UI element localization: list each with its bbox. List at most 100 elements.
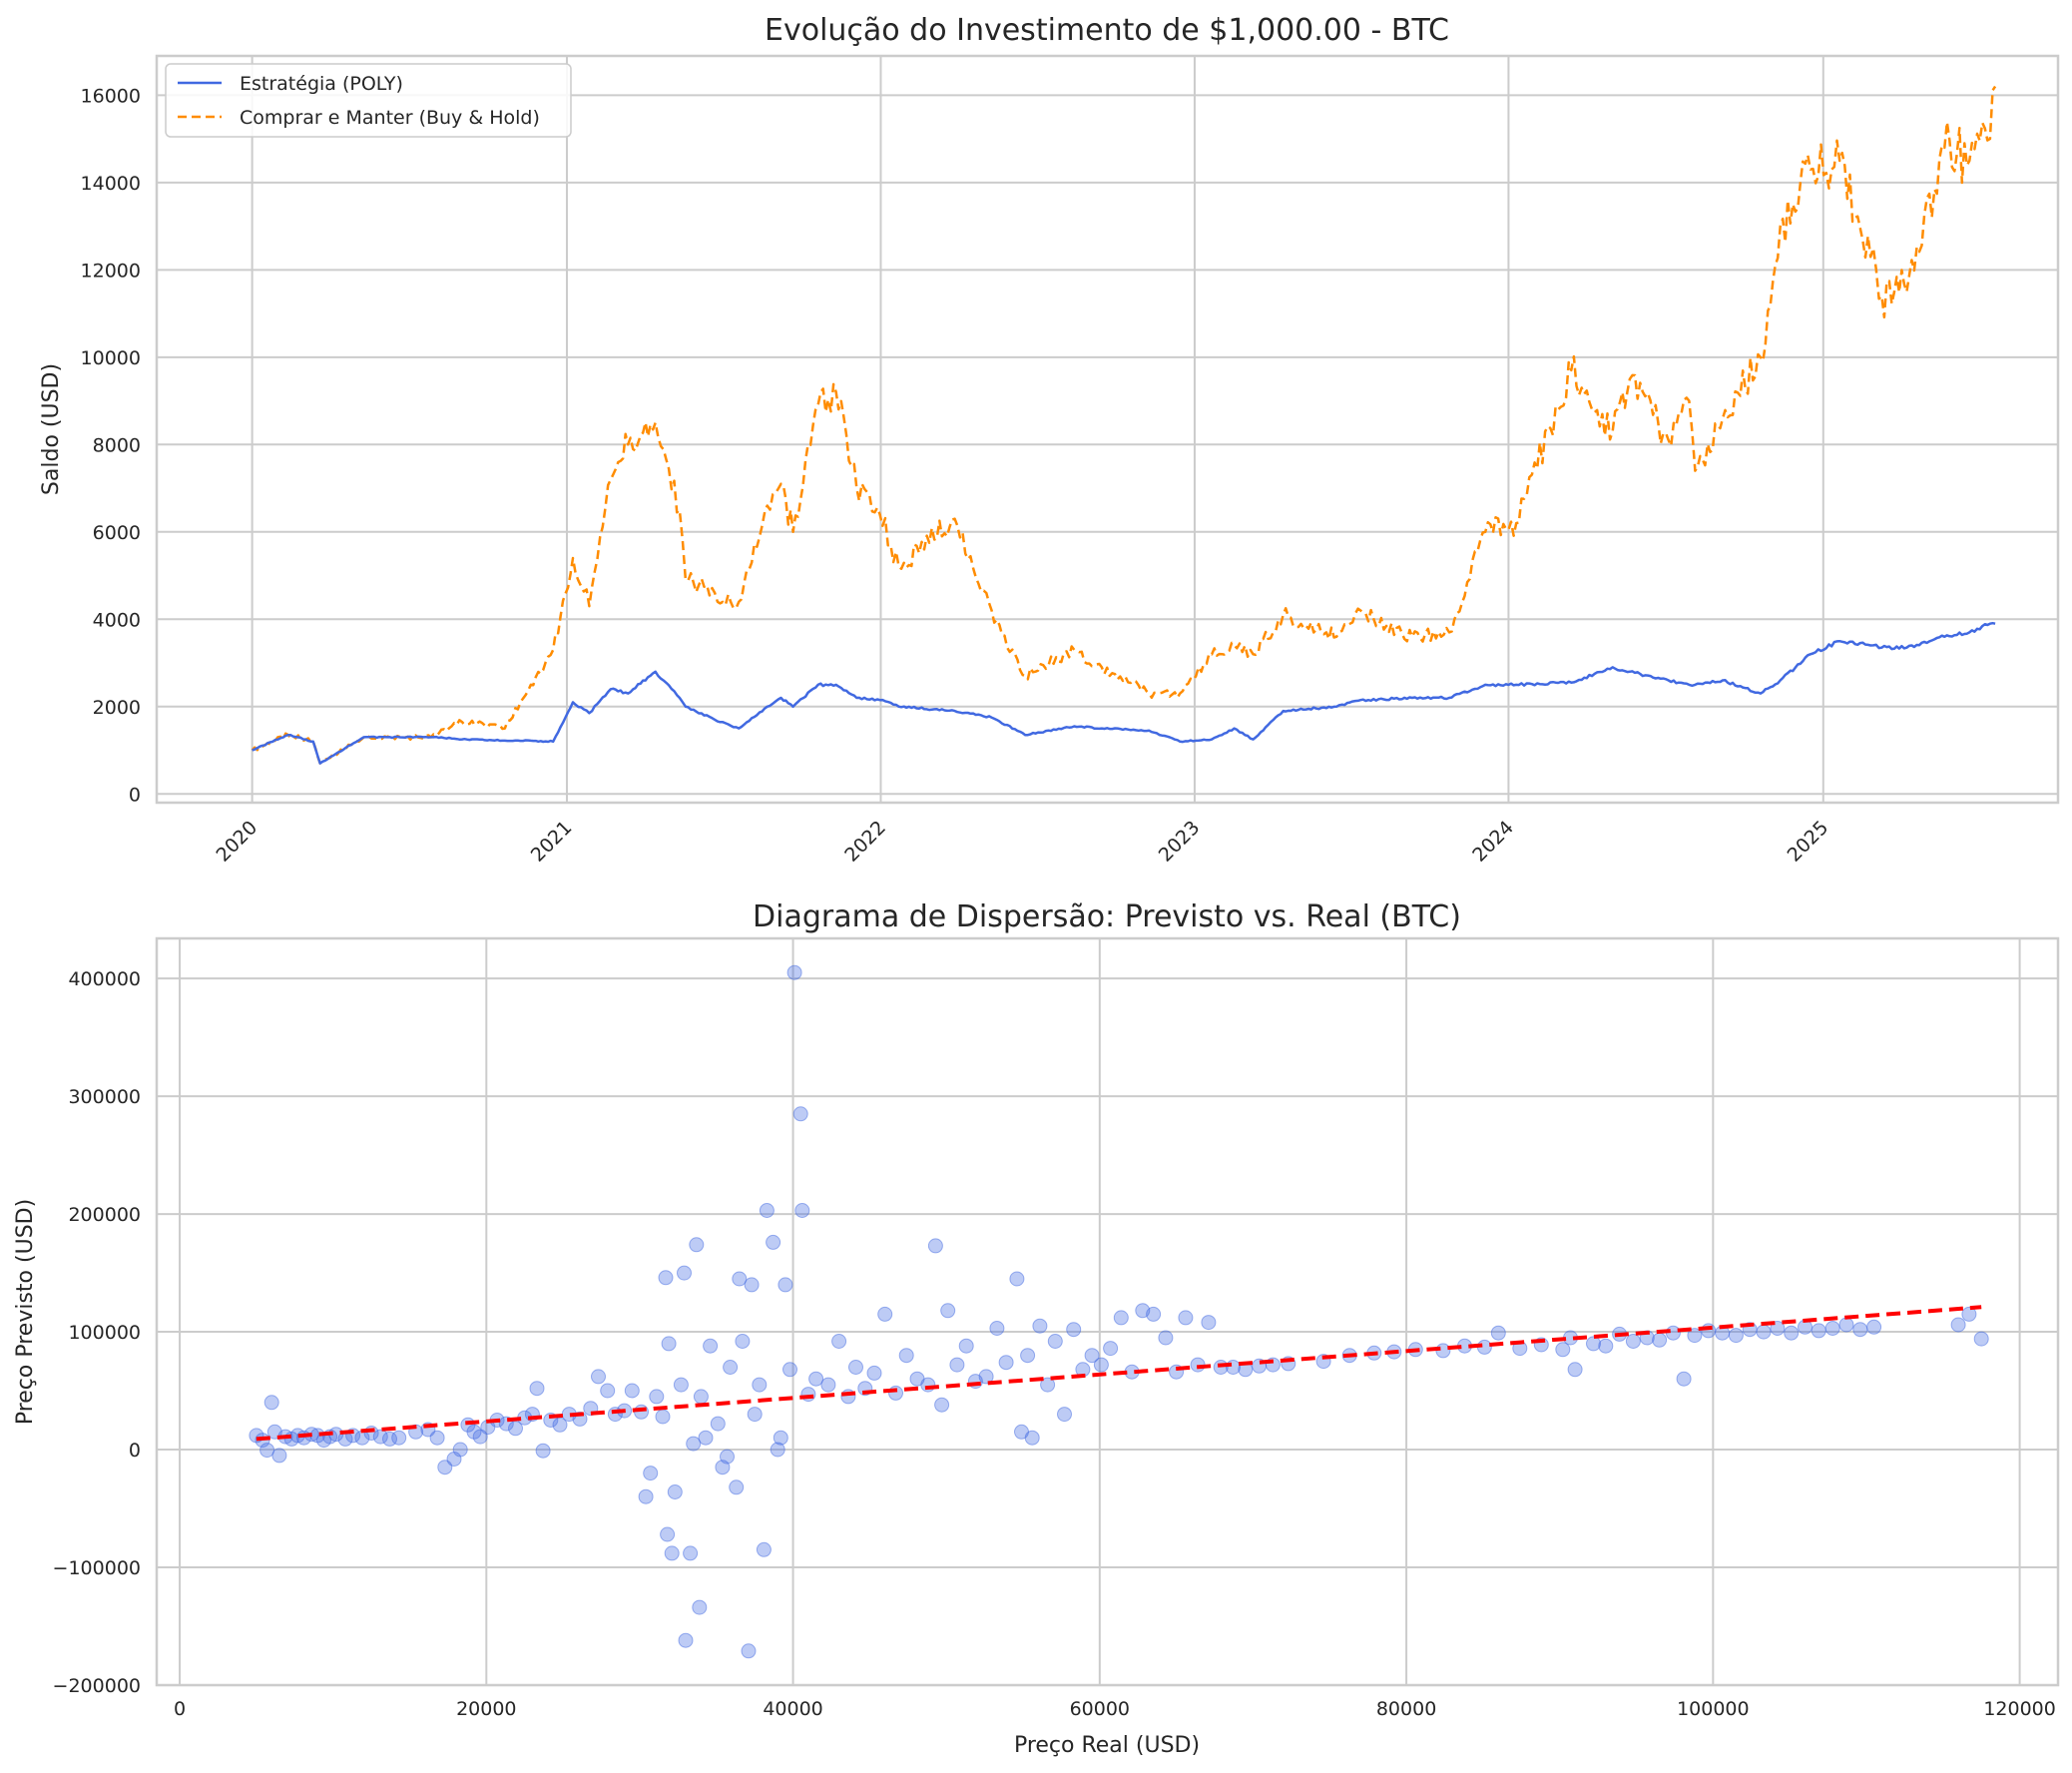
- scatter-point: [600, 1383, 616, 1399]
- scatter-point: [1866, 1319, 1882, 1335]
- y-tick-label: 14000: [81, 173, 141, 195]
- scatter-point: [949, 1357, 965, 1373]
- scatter-point: [1146, 1306, 1162, 1322]
- scatter-point: [1178, 1310, 1194, 1326]
- scatter-point: [1435, 1343, 1451, 1359]
- scatter-point: [1728, 1328, 1744, 1344]
- scatter-point: [786, 964, 802, 980]
- scatter-point: [770, 1442, 785, 1458]
- scatter-point: [692, 1599, 708, 1615]
- scatter-point: [998, 1355, 1014, 1371]
- scatter-point: [1824, 1321, 1840, 1336]
- x-tick-label: 60000: [1070, 1698, 1130, 1720]
- scatter-point: [808, 1371, 824, 1387]
- scatter-point: [1756, 1324, 1772, 1340]
- x-tick-label: 100000: [1677, 1698, 1750, 1720]
- scatter-point: [664, 1545, 680, 1561]
- scatter-point: [1950, 1317, 1966, 1333]
- scatter-point: [1020, 1348, 1036, 1364]
- scatter-point: [720, 1449, 735, 1465]
- scatter-point: [759, 1203, 775, 1218]
- scatter-point: [638, 1488, 654, 1504]
- scatter-point: [848, 1360, 863, 1375]
- scatter-point: [689, 1237, 705, 1253]
- scatter-chart-y-label: Preço Previsto (USD): [13, 1199, 38, 1425]
- x-tick-label: 0: [174, 1698, 186, 1720]
- scatter-point: [372, 1429, 388, 1445]
- line-chart-series: [251, 85, 1997, 765]
- line-chart-plot-frame: [155, 54, 2060, 805]
- scatter-point: [831, 1334, 847, 1349]
- line-chart-y-ticks: 0 2000 4000 6000 8000 10000 12000 14000 16000: [81, 85, 141, 806]
- scatter-point: [1201, 1315, 1217, 1331]
- scatter-point: [1701, 1323, 1717, 1339]
- scatter-point: [660, 1526, 676, 1542]
- scatter-point: [1586, 1336, 1601, 1352]
- line-chart-title: Evolução do Investimento de $1,000.00 - …: [765, 13, 1449, 48]
- scatter-point: [898, 1348, 914, 1364]
- scatter-point: [1024, 1430, 1040, 1446]
- scatter-point: [535, 1443, 551, 1459]
- scatter-chart-plot-frame: [155, 936, 2060, 1687]
- scatter-chart-x-ticks: 0 20000 40000 60000 80000 100000 120000: [174, 1698, 2056, 1720]
- scatter-point: [1066, 1322, 1082, 1338]
- scatter-point: [1838, 1317, 1854, 1333]
- y-tick-label: 8000: [93, 434, 141, 456]
- scatter-point: [1047, 1334, 1063, 1349]
- scatter-point: [1961, 1306, 1977, 1322]
- y-tick-label: 100000: [68, 1322, 141, 1344]
- scatter-point: [429, 1430, 445, 1446]
- scatter-point: [1625, 1334, 1641, 1349]
- scatter-point: [591, 1369, 606, 1385]
- scatter-point: [263, 1395, 279, 1411]
- scatter-point: [866, 1365, 882, 1381]
- scatter-point: [1084, 1348, 1100, 1364]
- scatter-point: [729, 1479, 745, 1495]
- scatter-point: [920, 1377, 936, 1393]
- scatter-chart-trend: [256, 1305, 1982, 1442]
- scatter-point: [820, 1377, 836, 1393]
- scatter-point: [1676, 1371, 1692, 1387]
- scatter-point: [391, 1430, 407, 1446]
- scatter-point: [794, 1203, 810, 1218]
- scatter-point: [777, 1277, 793, 1293]
- scatter-point: [1032, 1318, 1048, 1334]
- scatter-point: [1687, 1328, 1703, 1344]
- scatter-point: [673, 1377, 689, 1393]
- scatter-point: [667, 1484, 683, 1499]
- scatter-point: [686, 1436, 702, 1452]
- scatter-point: [693, 1389, 709, 1405]
- scatter-point: [927, 1238, 943, 1254]
- scatter-point: [677, 1265, 692, 1281]
- scatter-point: [744, 1277, 760, 1293]
- scatter-point: [723, 1360, 739, 1375]
- x-tick-label: 40000: [763, 1698, 822, 1720]
- scatter-point: [1093, 1357, 1109, 1373]
- y-tick-label: 0: [129, 784, 141, 806]
- legend-box: [165, 63, 572, 138]
- scatter-point: [732, 1271, 748, 1287]
- series-line-strategy: [252, 621, 1996, 765]
- scatter-point: [529, 1381, 545, 1397]
- scatter-point: [940, 1303, 956, 1319]
- scatter-point: [683, 1545, 699, 1561]
- scatter-point: [766, 1234, 781, 1250]
- scatter-point: [649, 1389, 665, 1405]
- x-tick-label: 80000: [1376, 1698, 1436, 1720]
- scatter-point: [1009, 1271, 1025, 1287]
- scatter-point: [934, 1397, 950, 1413]
- scatter-point: [773, 1430, 788, 1446]
- scatter-point: [752, 1377, 768, 1393]
- scatter-point: [452, 1442, 468, 1458]
- scatter-point: [655, 1409, 671, 1425]
- scatter-point: [792, 1106, 808, 1122]
- scatter-point: [756, 1541, 772, 1557]
- scatter-point: [747, 1407, 763, 1423]
- line-chart-y-label: Saldo (USD): [39, 363, 64, 495]
- scatter-point: [643, 1466, 659, 1481]
- scatter-point: [658, 1270, 674, 1286]
- scatter-point: [1973, 1331, 1989, 1347]
- y-tick-label: 200000: [68, 1204, 141, 1226]
- y-tick-label: −100000: [53, 1557, 141, 1579]
- scatter-chart-x-label: Preço Real (USD): [1014, 1733, 1200, 1758]
